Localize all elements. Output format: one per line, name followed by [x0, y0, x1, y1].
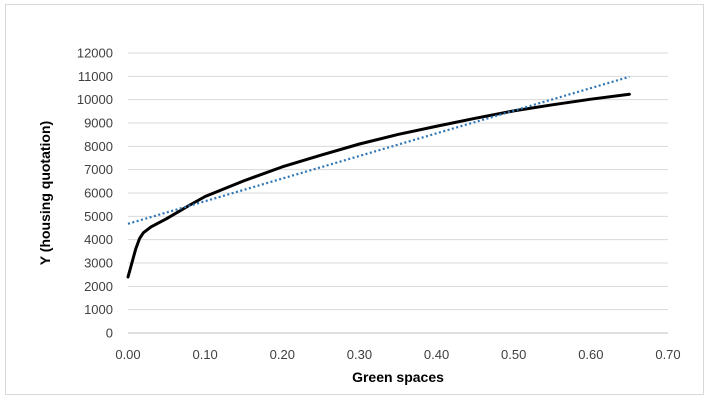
x-tick-label: 0.50: [501, 347, 526, 362]
x-tick-labels: 0.00 0.10 0.20 0.30 0.40 0.50 0.60 0.70: [115, 347, 680, 362]
y-tick-label: 11000: [78, 69, 113, 84]
x-tick-label: 0.30: [347, 347, 372, 362]
y-tick-label: 2000: [84, 279, 113, 294]
y-tick-label: 0: [106, 326, 113, 341]
y-tick-label: 12000: [77, 46, 113, 61]
y-tick-label: 8000: [84, 139, 113, 154]
x-tick-label: 0.10: [192, 347, 217, 362]
chart-frame: [5, 4, 704, 395]
y-tick-label: 5000: [84, 209, 113, 224]
y-tick-label: 10000: [77, 92, 113, 107]
y-axis-title: Y (housing quotation): [37, 121, 53, 265]
x-tick-label: 0.20: [270, 347, 295, 362]
y-tick-labels: 0 1000 2000 3000 4000 5000 6000 7000 8000 9000 100…: [77, 46, 113, 341]
y-tick-label: 7000: [84, 162, 113, 177]
x-axis-title: Green spaces: [352, 369, 444, 385]
x-tick-label: 0.40: [424, 347, 449, 362]
y-tick-label: 9000: [84, 116, 113, 131]
series-lines: [126, 75, 631, 279]
data-series-line: [126, 92, 631, 279]
x-tick-label: 0.70: [655, 347, 680, 362]
y-tick-label: 4000: [84, 232, 113, 247]
y-tick-label: 3000: [84, 256, 113, 271]
gridlines: [128, 52, 668, 334]
x-tick-label: 0.60: [578, 347, 603, 362]
trendline-series: [127, 75, 630, 225]
y-tick-label: 1000: [84, 302, 113, 317]
y-tick-label: 6000: [84, 186, 113, 201]
x-tick-label: 0.00: [115, 347, 140, 362]
